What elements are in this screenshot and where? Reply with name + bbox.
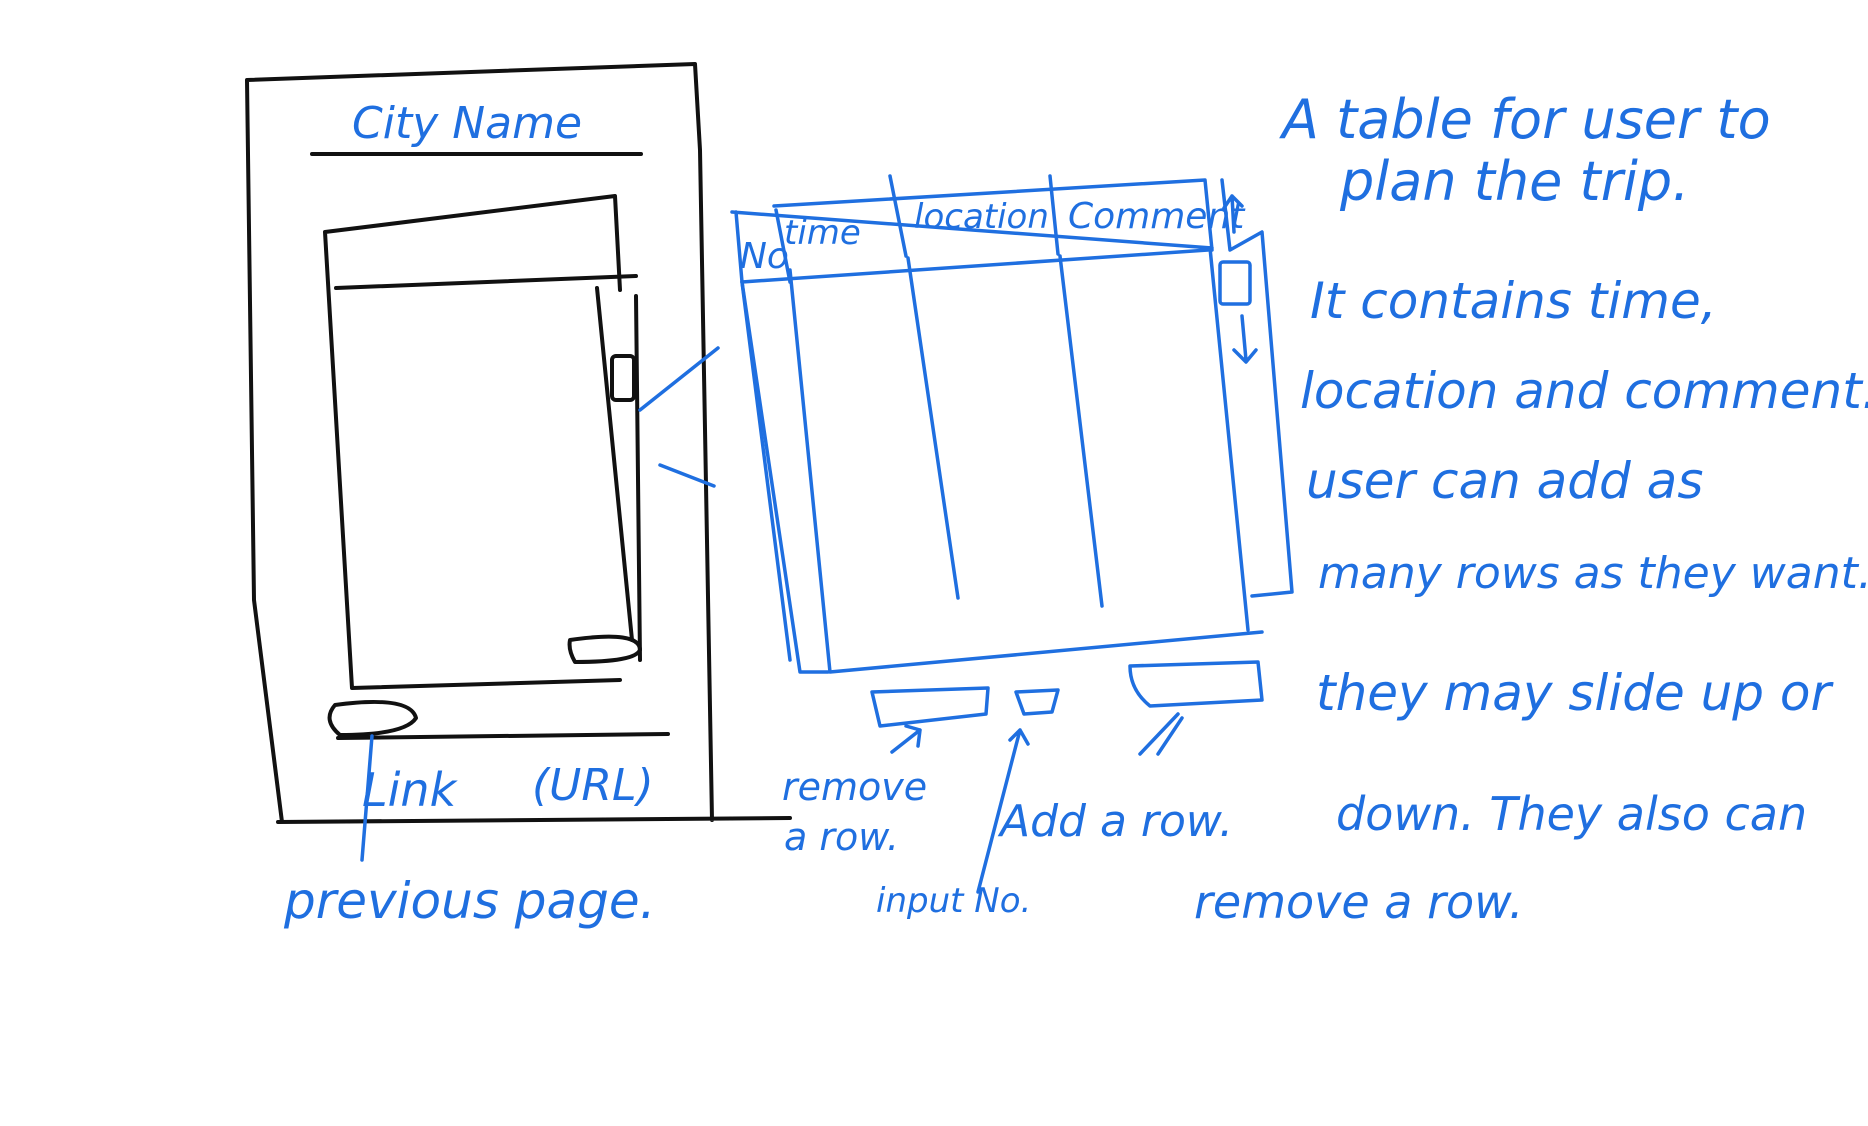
column-line-2 xyxy=(1058,254,1104,608)
note-line-2: plan the trip. xyxy=(1339,150,1689,213)
url-label: (URL) xyxy=(532,760,654,811)
remove-row-label-1: remove xyxy=(782,765,927,809)
remove-row-button[interactable] xyxy=(870,686,990,728)
note-line-9: remove a row. xyxy=(1194,875,1523,929)
note-line-3: It contains time, xyxy=(1310,272,1717,330)
header-divider-1 xyxy=(774,208,792,284)
content-card xyxy=(323,194,622,690)
footer-line xyxy=(336,732,670,740)
remove-row-label-2: a row. xyxy=(784,815,899,859)
previous-page-arrow xyxy=(360,734,374,862)
note-line-7: they may slide up or xyxy=(1316,664,1835,722)
note-line-1: A table for user to xyxy=(1279,88,1771,151)
header-location: location xyxy=(914,197,1049,237)
header-time: time xyxy=(784,213,861,253)
header-divider-2 xyxy=(888,174,908,258)
table-left-edge xyxy=(740,280,830,674)
scroll-thumb[interactable] xyxy=(610,354,636,402)
scroll-down-arrow[interactable] xyxy=(1232,314,1258,364)
scroll-up-glyph xyxy=(1222,194,1244,234)
scroll-track xyxy=(595,286,642,662)
column-line-1 xyxy=(906,256,960,600)
note-line-6: many rows as they want. xyxy=(1318,548,1868,599)
card-bottom-button[interactable] xyxy=(567,634,642,664)
row-number-input[interactable] xyxy=(1014,688,1060,716)
add-row-button[interactable] xyxy=(1128,660,1264,708)
table-body xyxy=(740,246,1264,674)
link-label[interactable]: Link xyxy=(362,763,459,817)
input-no-label: input No. xyxy=(876,881,1031,921)
remove-row-arrow xyxy=(890,724,922,754)
back-button[interactable] xyxy=(327,699,418,737)
previous-page-label: previous page. xyxy=(283,872,656,930)
note-line-5: user can add as xyxy=(1306,452,1703,510)
zoom-line-upper xyxy=(638,346,720,412)
scroll-up-arrow[interactable] xyxy=(1218,260,1252,306)
header-no: No xyxy=(740,236,789,277)
phone-wireframe: City Name Link (URL) xyxy=(245,62,792,824)
trip-table: No time location Comment xyxy=(730,174,1294,728)
city-name-label: City Name xyxy=(352,98,582,149)
header-comment: Comment xyxy=(1068,196,1246,237)
input-no-arrow xyxy=(976,728,1030,894)
card-header-line xyxy=(334,274,638,290)
note-line-8: down. They also can xyxy=(1336,787,1807,841)
header-divider-3 xyxy=(1048,174,1060,256)
add-row-label: Add a row. xyxy=(997,796,1233,847)
phone-frame xyxy=(245,62,792,824)
scrollbar-track[interactable] xyxy=(1220,178,1294,598)
description-notes: A table for user to plan the trip. It co… xyxy=(1194,88,1868,929)
note-line-4: location and comment. xyxy=(1300,362,1868,420)
add-row-arrow xyxy=(1138,712,1184,756)
zoom-line-lower xyxy=(658,463,716,488)
